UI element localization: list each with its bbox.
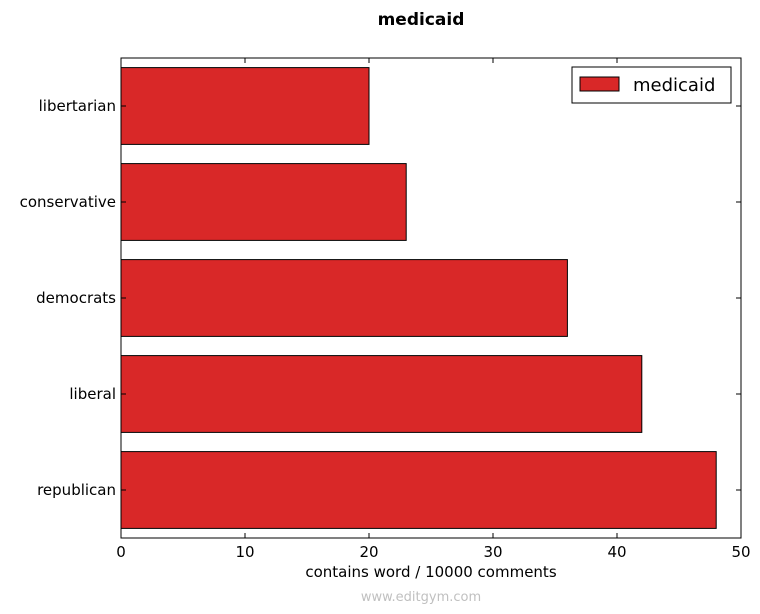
x-tick-label-20: 20 [359, 543, 378, 561]
y-tick-label-liberal: liberal [69, 385, 116, 403]
x-tick-label-40: 40 [607, 543, 626, 561]
bar-republican [120, 451, 717, 529]
chart-title: medicaid [378, 10, 465, 30]
y-tick-label-conservative: conservative [20, 193, 116, 211]
legend: medicaid [571, 66, 732, 104]
x-tick-label-30: 30 [483, 543, 502, 561]
legend-label: medicaid [633, 75, 715, 96]
ticks-group: libertarian conservative democrats liberal r… [20, 58, 751, 561]
legend-swatch [579, 76, 620, 92]
bar-libertarian [120, 67, 370, 145]
x-tick-label-50: 50 [731, 543, 750, 561]
plot-frame [120, 57, 742, 539]
y-tick-label-libertarian: libertarian [39, 97, 116, 115]
y-tick-label-democrats: democrats [36, 289, 116, 307]
x-tick-label-0: 0 [116, 543, 126, 561]
watermark: www.editgym.com [361, 590, 481, 605]
bar-democrats [120, 259, 568, 337]
y-tick-label-republican: republican [37, 481, 116, 499]
bar-conservative [120, 163, 407, 241]
bar-liberal [120, 355, 643, 433]
x-tick-label-10: 10 [235, 543, 254, 561]
bars-group [120, 67, 717, 529]
x-axis-label: contains word / 10000 comments [305, 563, 556, 581]
